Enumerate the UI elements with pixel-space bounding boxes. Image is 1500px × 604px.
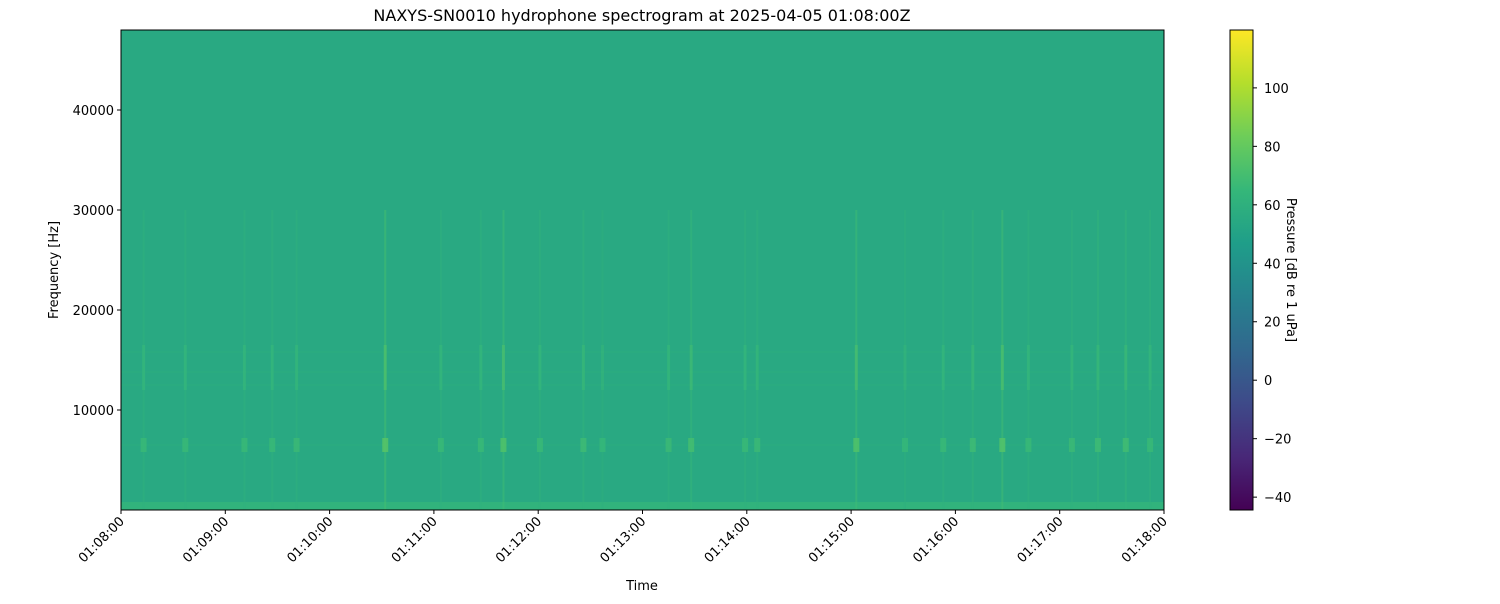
event-tonal-patch	[1068, 438, 1075, 452]
x-tick-label: 01:12:00	[493, 514, 545, 566]
event-mid-band	[854, 345, 858, 390]
event-tonal-patch	[1147, 438, 1154, 452]
event-mid-band	[142, 345, 146, 390]
plot-area	[120, 29, 1165, 511]
tonal-band	[121, 444, 1164, 446]
chart-title: NAXYS-SN0010 hydrophone spectrogram at 2…	[373, 6, 910, 25]
colorbar-tick-label: 100	[1264, 82, 1289, 97]
event-mid-band	[1070, 345, 1074, 390]
x-tick-label: 01:17:00	[1015, 514, 1067, 566]
x-tick-label: 01:13:00	[597, 514, 649, 566]
colorbar-scale	[1229, 29, 1254, 511]
y-tick-label: 20000	[73, 304, 114, 319]
event-mid-band	[183, 345, 187, 390]
event-mid-band	[755, 345, 759, 390]
event-tonal-patch	[1025, 438, 1032, 452]
colorbar-tick-label: −20	[1264, 433, 1291, 448]
event-mid-band	[295, 345, 299, 390]
event-mid-band	[1124, 345, 1128, 390]
event-mid-band	[383, 345, 387, 390]
colorbar-tick-label: 0	[1264, 374, 1272, 389]
event-tonal-patch	[140, 438, 147, 452]
event-tonal-patch	[437, 438, 444, 452]
event-tonal-patch	[599, 438, 606, 452]
event-tonal-patch	[1122, 438, 1129, 452]
colorbar-tick-label: 40	[1264, 257, 1281, 272]
y-axis-label: Frequency [Hz]	[47, 221, 62, 319]
event-tonal-patch	[901, 438, 908, 452]
colorbar-tick-label: 60	[1264, 199, 1281, 214]
event-tonal-patch	[969, 438, 976, 452]
event-tonal-patch	[382, 438, 389, 452]
x-tick-label: 01:11:00	[389, 514, 441, 566]
x-tick-label: 01:16:00	[910, 514, 962, 566]
event-mid-band	[270, 345, 274, 390]
tonal-band	[121, 371, 1164, 373]
event-tonal-patch	[665, 438, 672, 452]
event-mid-band	[501, 345, 505, 390]
event-tonal-patch	[293, 438, 300, 452]
x-tick-label: 01:15:00	[806, 514, 858, 566]
x-tick-label: 01:08:00	[76, 514, 128, 566]
event-mid-band	[667, 345, 671, 390]
x-tick-label: 01:14:00	[702, 514, 754, 566]
event-tonal-patch	[477, 438, 484, 452]
event-mid-band	[479, 345, 483, 390]
y-tick-label: 40000	[73, 104, 114, 119]
event-tonal-patch	[688, 438, 695, 452]
colorbar-tick-label: 20	[1264, 316, 1281, 331]
event-tonal-patch	[853, 438, 860, 452]
low-frequency-band	[121, 502, 1164, 510]
event-tonal-patch	[500, 438, 507, 452]
event-tonal-patch	[269, 438, 276, 452]
event-tonal-patch	[940, 438, 947, 452]
x-axis: 01:08:00 01:09:00 01:10:00 01:11:00 01:12:00…	[76, 510, 1171, 566]
colorbar-tick-label: −40	[1264, 491, 1291, 506]
event-mid-band	[601, 345, 605, 390]
event-mid-band	[581, 345, 585, 390]
colorbar-label: Pressure [dB re 1 uPa]	[1283, 198, 1298, 342]
event-tonal-patch	[1094, 438, 1101, 452]
tonal-band	[121, 351, 1164, 353]
event-tonal-patch	[182, 438, 189, 452]
event-mid-band	[971, 345, 975, 390]
x-tick-label: 01:10:00	[285, 514, 337, 566]
event-mid-band	[538, 345, 542, 390]
event-mid-band	[242, 345, 246, 390]
event-tonal-patch	[754, 438, 761, 452]
event-tonal-patch	[742, 438, 749, 452]
x-tick-label: 01:18:00	[1119, 514, 1171, 566]
colorbar: −40 −20 0 20 40 60 80 100	[1229, 29, 1291, 511]
event-mid-band	[1026, 345, 1030, 390]
event-mid-band	[743, 345, 747, 390]
colorbar-tick-label: 80	[1264, 140, 1281, 155]
event-tonal-patch	[580, 438, 587, 452]
event-mid-band	[439, 345, 443, 390]
event-tonal-patch	[241, 438, 248, 452]
event-mid-band	[1096, 345, 1100, 390]
y-tick-label: 10000	[73, 404, 114, 419]
event-mid-band	[941, 345, 945, 390]
x-axis-label: Time	[625, 579, 658, 594]
spectrogram-background	[121, 30, 1164, 510]
event-mid-band	[689, 345, 693, 390]
event-mid-band	[1000, 345, 1004, 390]
event-tonal-patch	[999, 438, 1006, 452]
y-axis: 10000 20000 30000 40000	[73, 104, 121, 419]
x-tick-label: 01:09:00	[180, 514, 232, 566]
tonal-band	[121, 384, 1164, 386]
event-mid-band	[903, 345, 907, 390]
event-mid-band	[1148, 345, 1152, 390]
y-tick-label: 30000	[73, 204, 114, 219]
event-tonal-patch	[536, 438, 543, 452]
